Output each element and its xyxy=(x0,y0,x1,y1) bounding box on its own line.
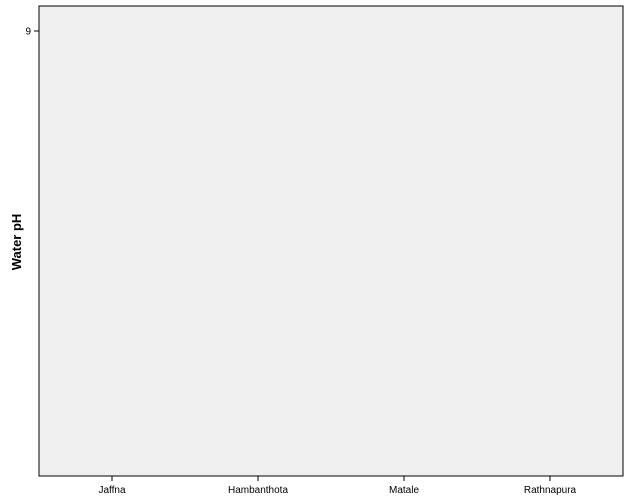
y-axis-title: Water pH xyxy=(9,214,24,271)
plot-area xyxy=(38,5,624,477)
y-axis: 56789 xyxy=(25,27,39,38)
y-tick-label: 9 xyxy=(25,27,31,38)
x-tick-label: Jaffna xyxy=(98,485,125,496)
x-tick-label: Matale xyxy=(389,485,419,496)
x-tick-label: Hambanthota xyxy=(228,485,288,496)
x-axis: Jaffna Hambanthota Matale Rathnapura xyxy=(98,476,577,496)
x-tick-label: Rathnapura xyxy=(524,485,577,496)
